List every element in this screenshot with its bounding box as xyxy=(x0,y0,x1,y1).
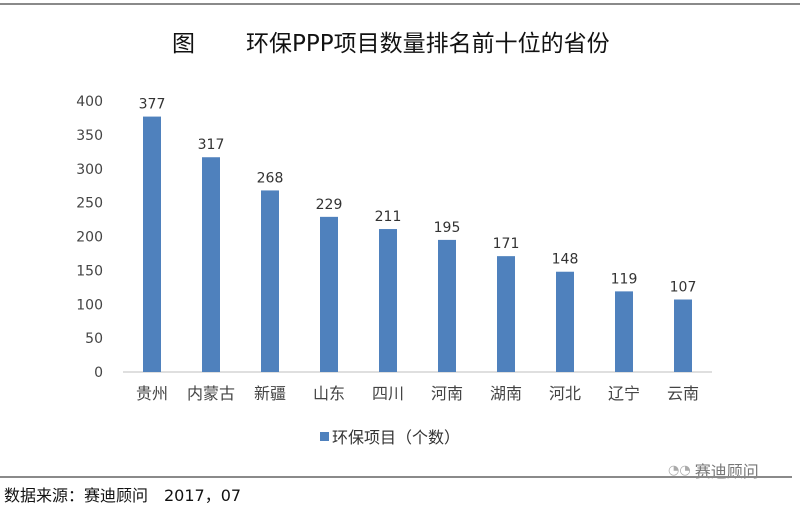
legend: 环保项目（个数） xyxy=(320,424,460,448)
data-label: 317 xyxy=(198,137,225,153)
y-tick-label: 300 xyxy=(76,162,103,178)
data-label: 211 xyxy=(375,209,402,225)
bar-10 xyxy=(674,299,692,372)
data-label: 268 xyxy=(257,170,284,186)
x-tick-label: 河南 xyxy=(431,384,463,403)
bar-4 xyxy=(320,216,338,372)
x-tick-label: 辽宁 xyxy=(608,384,640,403)
data-label: 195 xyxy=(434,220,461,236)
y-tick-label: 400 xyxy=(76,94,103,110)
bar-9 xyxy=(615,291,633,372)
y-tick-label: 150 xyxy=(76,263,103,279)
watermark-text: 赛迪顾问 xyxy=(694,462,759,481)
data-label: 148 xyxy=(552,252,579,268)
y-tick-label: 100 xyxy=(76,297,103,313)
bar-1 xyxy=(143,116,161,373)
data-label: 107 xyxy=(670,280,697,296)
x-tick-label: 河北 xyxy=(549,384,581,403)
y-tick-label: 350 xyxy=(76,128,103,144)
x-tick-label: 四川 xyxy=(372,384,404,403)
data-label: 171 xyxy=(493,236,520,252)
x-tick-label: 新疆 xyxy=(254,384,286,403)
x-tick-label: 贵州 xyxy=(136,384,168,403)
bar-5 xyxy=(379,229,397,372)
bar-6 xyxy=(438,239,456,372)
top-divider xyxy=(0,3,800,5)
chart-title: 环保PPP项目数量排名前十位的省份 xyxy=(246,31,610,57)
y-tick-label: 250 xyxy=(76,196,103,212)
y-tick-label: 200 xyxy=(76,230,103,246)
x-tick-label: 湖南 xyxy=(490,384,522,403)
y-tick-label: 50 xyxy=(85,331,103,347)
data-label: 229 xyxy=(316,197,343,213)
bar-8 xyxy=(556,271,574,372)
source-note: 数据来源：赛迪顾问 2017，07 xyxy=(4,486,242,505)
data-label: 377 xyxy=(139,97,166,113)
x-tick-label: 山东 xyxy=(313,384,345,403)
figure-label: 图 xyxy=(172,31,195,57)
data-label: 119 xyxy=(611,271,638,287)
bar-7 xyxy=(497,256,515,372)
legend-swatch xyxy=(320,431,329,441)
bar-2 xyxy=(202,157,220,372)
legend-label: 环保项目（个数） xyxy=(332,428,461,447)
bottom-divider xyxy=(0,476,792,478)
bar-chart: 0 50 100 150 200 250 300 350 400 377 贵州 317 内蒙古 268 新疆… xyxy=(76,94,712,403)
wechat-icon: ◔◔ xyxy=(668,462,691,478)
watermark: ◔◔ 赛迪顾问 xyxy=(668,458,759,482)
y-tick-label: 0 xyxy=(94,365,103,381)
x-tick-label: 内蒙古 xyxy=(187,384,235,403)
bar-3 xyxy=(261,190,279,372)
x-tick-label: 云南 xyxy=(667,384,699,403)
